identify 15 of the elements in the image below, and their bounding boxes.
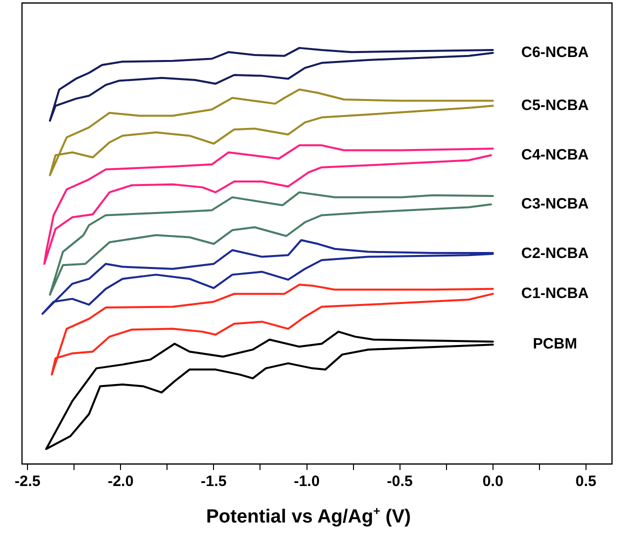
series-label: C2-NCBA — [521, 245, 589, 262]
x-tick-label: -0.5 — [386, 473, 413, 490]
x-tick-label: 0.5 — [576, 473, 596, 490]
x-tick-label: -1.0 — [294, 473, 320, 490]
series-label: C1-NCBA — [521, 284, 589, 302]
x-tick-label: -2.5 — [14, 473, 41, 490]
series-label: C4-NCBA — [521, 146, 589, 164]
series-label: C6-NCBA — [521, 44, 589, 62]
x-tick-label: -1.5 — [200, 473, 227, 490]
series-label: C5-NCBA — [521, 96, 589, 114]
text: PCBM — [532, 336, 578, 353]
x-tick-label: -2.0 — [108, 473, 134, 490]
series-label: C3-NCBA — [521, 196, 589, 213]
x-axis-title: Potential vs Ag/Ag$^{+}$ (V) — [205, 504, 412, 528]
x-tick-label: 0.0 — [482, 473, 504, 490]
